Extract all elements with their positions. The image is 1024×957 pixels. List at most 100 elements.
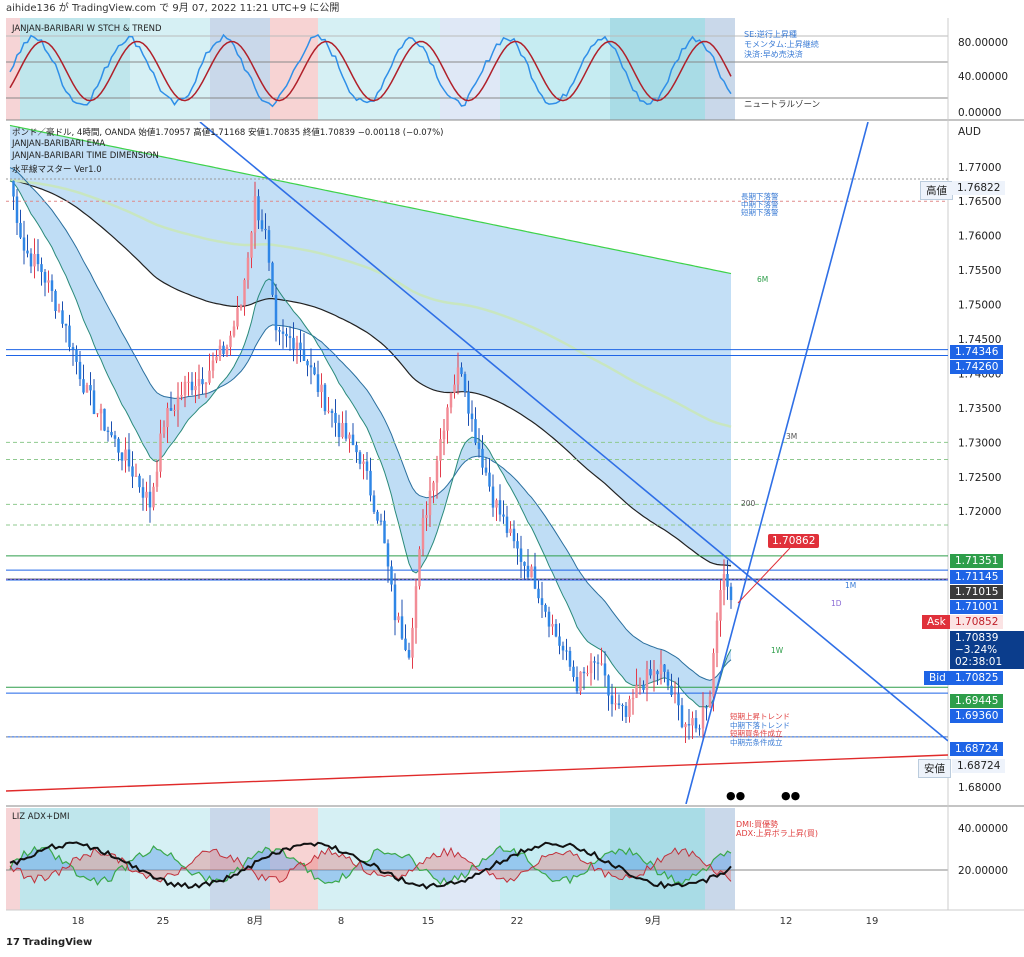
top-panel-title: JANJAN-BARIBARI W STCH & TREND (12, 24, 162, 34)
price-tick-label: 1.72500 (958, 472, 1001, 484)
top-shade (130, 18, 210, 120)
candle-body (509, 528, 512, 533)
bottom-axis-ticks: 40.00000 20.00000 (958, 823, 1008, 877)
candle-body (131, 466, 134, 477)
level-badge: 1.74260 (950, 360, 1004, 374)
candle-body (152, 486, 155, 508)
candle-body (526, 565, 530, 578)
time-axis-label: 25 (157, 916, 170, 927)
candle-body (33, 254, 36, 267)
candle-body (12, 180, 15, 197)
candle-body (551, 623, 554, 627)
candle-body (323, 384, 327, 412)
chart-canvas[interactable]: 18 25 8月 8 15 22 9月 12 19 1.77000 1.76500 1.76000 1… (0, 18, 1024, 938)
candle-body (428, 490, 432, 516)
flag-icon[interactable]: ● (726, 789, 736, 802)
candle-body (460, 367, 463, 375)
uptrend-line (685, 122, 869, 804)
candle-body (316, 374, 320, 393)
candle-body (491, 486, 495, 508)
candle-body (47, 280, 50, 283)
event-flags-2[interactable]: ●● (781, 789, 800, 802)
ema-3m-line (9, 180, 732, 567)
bar-countdown: 02:38:01 (955, 656, 1003, 668)
top-shade (210, 18, 270, 120)
candle-body (600, 663, 603, 665)
flag-icon[interactable]: ● (735, 789, 746, 802)
ask-value: 1.70852 (950, 615, 1004, 629)
candle-body (558, 636, 561, 646)
trend-lines[interactable] (6, 122, 948, 804)
note-line: 中期売条件成立 (730, 737, 783, 747)
candle-body (698, 728, 701, 730)
candle-body (183, 381, 187, 395)
flag-icon[interactable]: ● (790, 789, 801, 802)
candle-body (726, 574, 729, 587)
candle-body (229, 335, 232, 348)
current-price-box: 1.70839 −3.24% 02:38:01 (950, 631, 1024, 669)
top-shade (318, 18, 440, 120)
indicator-time-dimension: JANJAN-BARIBARI TIME DIMENSION (12, 151, 159, 161)
candle-body (512, 528, 516, 542)
candle-body (719, 589, 722, 621)
candle-body (330, 410, 334, 414)
time-axis-label: 12 (780, 916, 793, 927)
candle-body (15, 196, 19, 223)
level-badge: 1.71351 (950, 554, 1004, 568)
candle-body (145, 491, 148, 498)
candle-body (148, 491, 152, 508)
candle-body (187, 381, 190, 383)
candle-body (236, 307, 239, 327)
candle-body (250, 232, 253, 258)
publish-header: aihide136 が TradingView.com で 9月 07, 202… (6, 3, 340, 14)
candle-body (180, 394, 183, 397)
candle-body (379, 520, 383, 522)
candle-body (680, 705, 684, 728)
high-label: 高値 (920, 181, 953, 200)
note-line: 中期下落警 (741, 200, 779, 209)
neutral-zone-label: ニュートラルゾーン (744, 100, 821, 110)
flag-icon[interactable]: ● (781, 789, 791, 802)
candle-body (246, 257, 250, 280)
level-badge: 1.69445 (950, 694, 1004, 708)
candle-body (106, 430, 110, 432)
candle-body (348, 434, 351, 439)
bottom-shade (6, 808, 20, 910)
ask-label: Ask (922, 615, 951, 629)
top-tick-label: 40.00000 (958, 71, 1008, 83)
indicator-horizontal-master: 水平線マスター Ver1.0 (12, 165, 102, 175)
candle-body (288, 336, 292, 338)
note-line: 短期買条件成立 (730, 729, 783, 738)
candle-body (663, 664, 666, 672)
candle-body (540, 598, 544, 605)
time-axis-label: 18 (72, 916, 85, 927)
candle-body (421, 517, 425, 550)
top-shade (610, 18, 705, 120)
minus-di-line (9, 846, 732, 884)
candle-body (631, 697, 635, 700)
price-candles (12, 180, 733, 744)
candle-body (110, 431, 113, 436)
candle-body (666, 671, 670, 686)
adx-dmi-lines (9, 841, 732, 890)
time-axis-label: 22 (511, 916, 524, 927)
note-line: 短期下落警 (741, 208, 779, 217)
candle-body (281, 331, 285, 334)
candle-body (596, 662, 600, 664)
candle-body (327, 410, 330, 412)
candle-body (586, 673, 589, 675)
stochastic-lines (9, 33, 732, 108)
candle-body (715, 620, 719, 654)
candle-body (705, 707, 708, 709)
candle-body (589, 661, 593, 674)
tv-logo-icon: 17 (6, 937, 20, 948)
candle-body (82, 379, 85, 393)
bid-label: Bid (924, 671, 951, 685)
event-flags-1[interactable]: ●● (726, 789, 745, 802)
candle-body (120, 452, 124, 461)
candle-body (729, 586, 733, 601)
candle-body (372, 495, 376, 512)
candle-body (155, 471, 159, 487)
candle-body (645, 669, 649, 690)
legend-line: モメンタム:上昇継続 (744, 40, 819, 49)
